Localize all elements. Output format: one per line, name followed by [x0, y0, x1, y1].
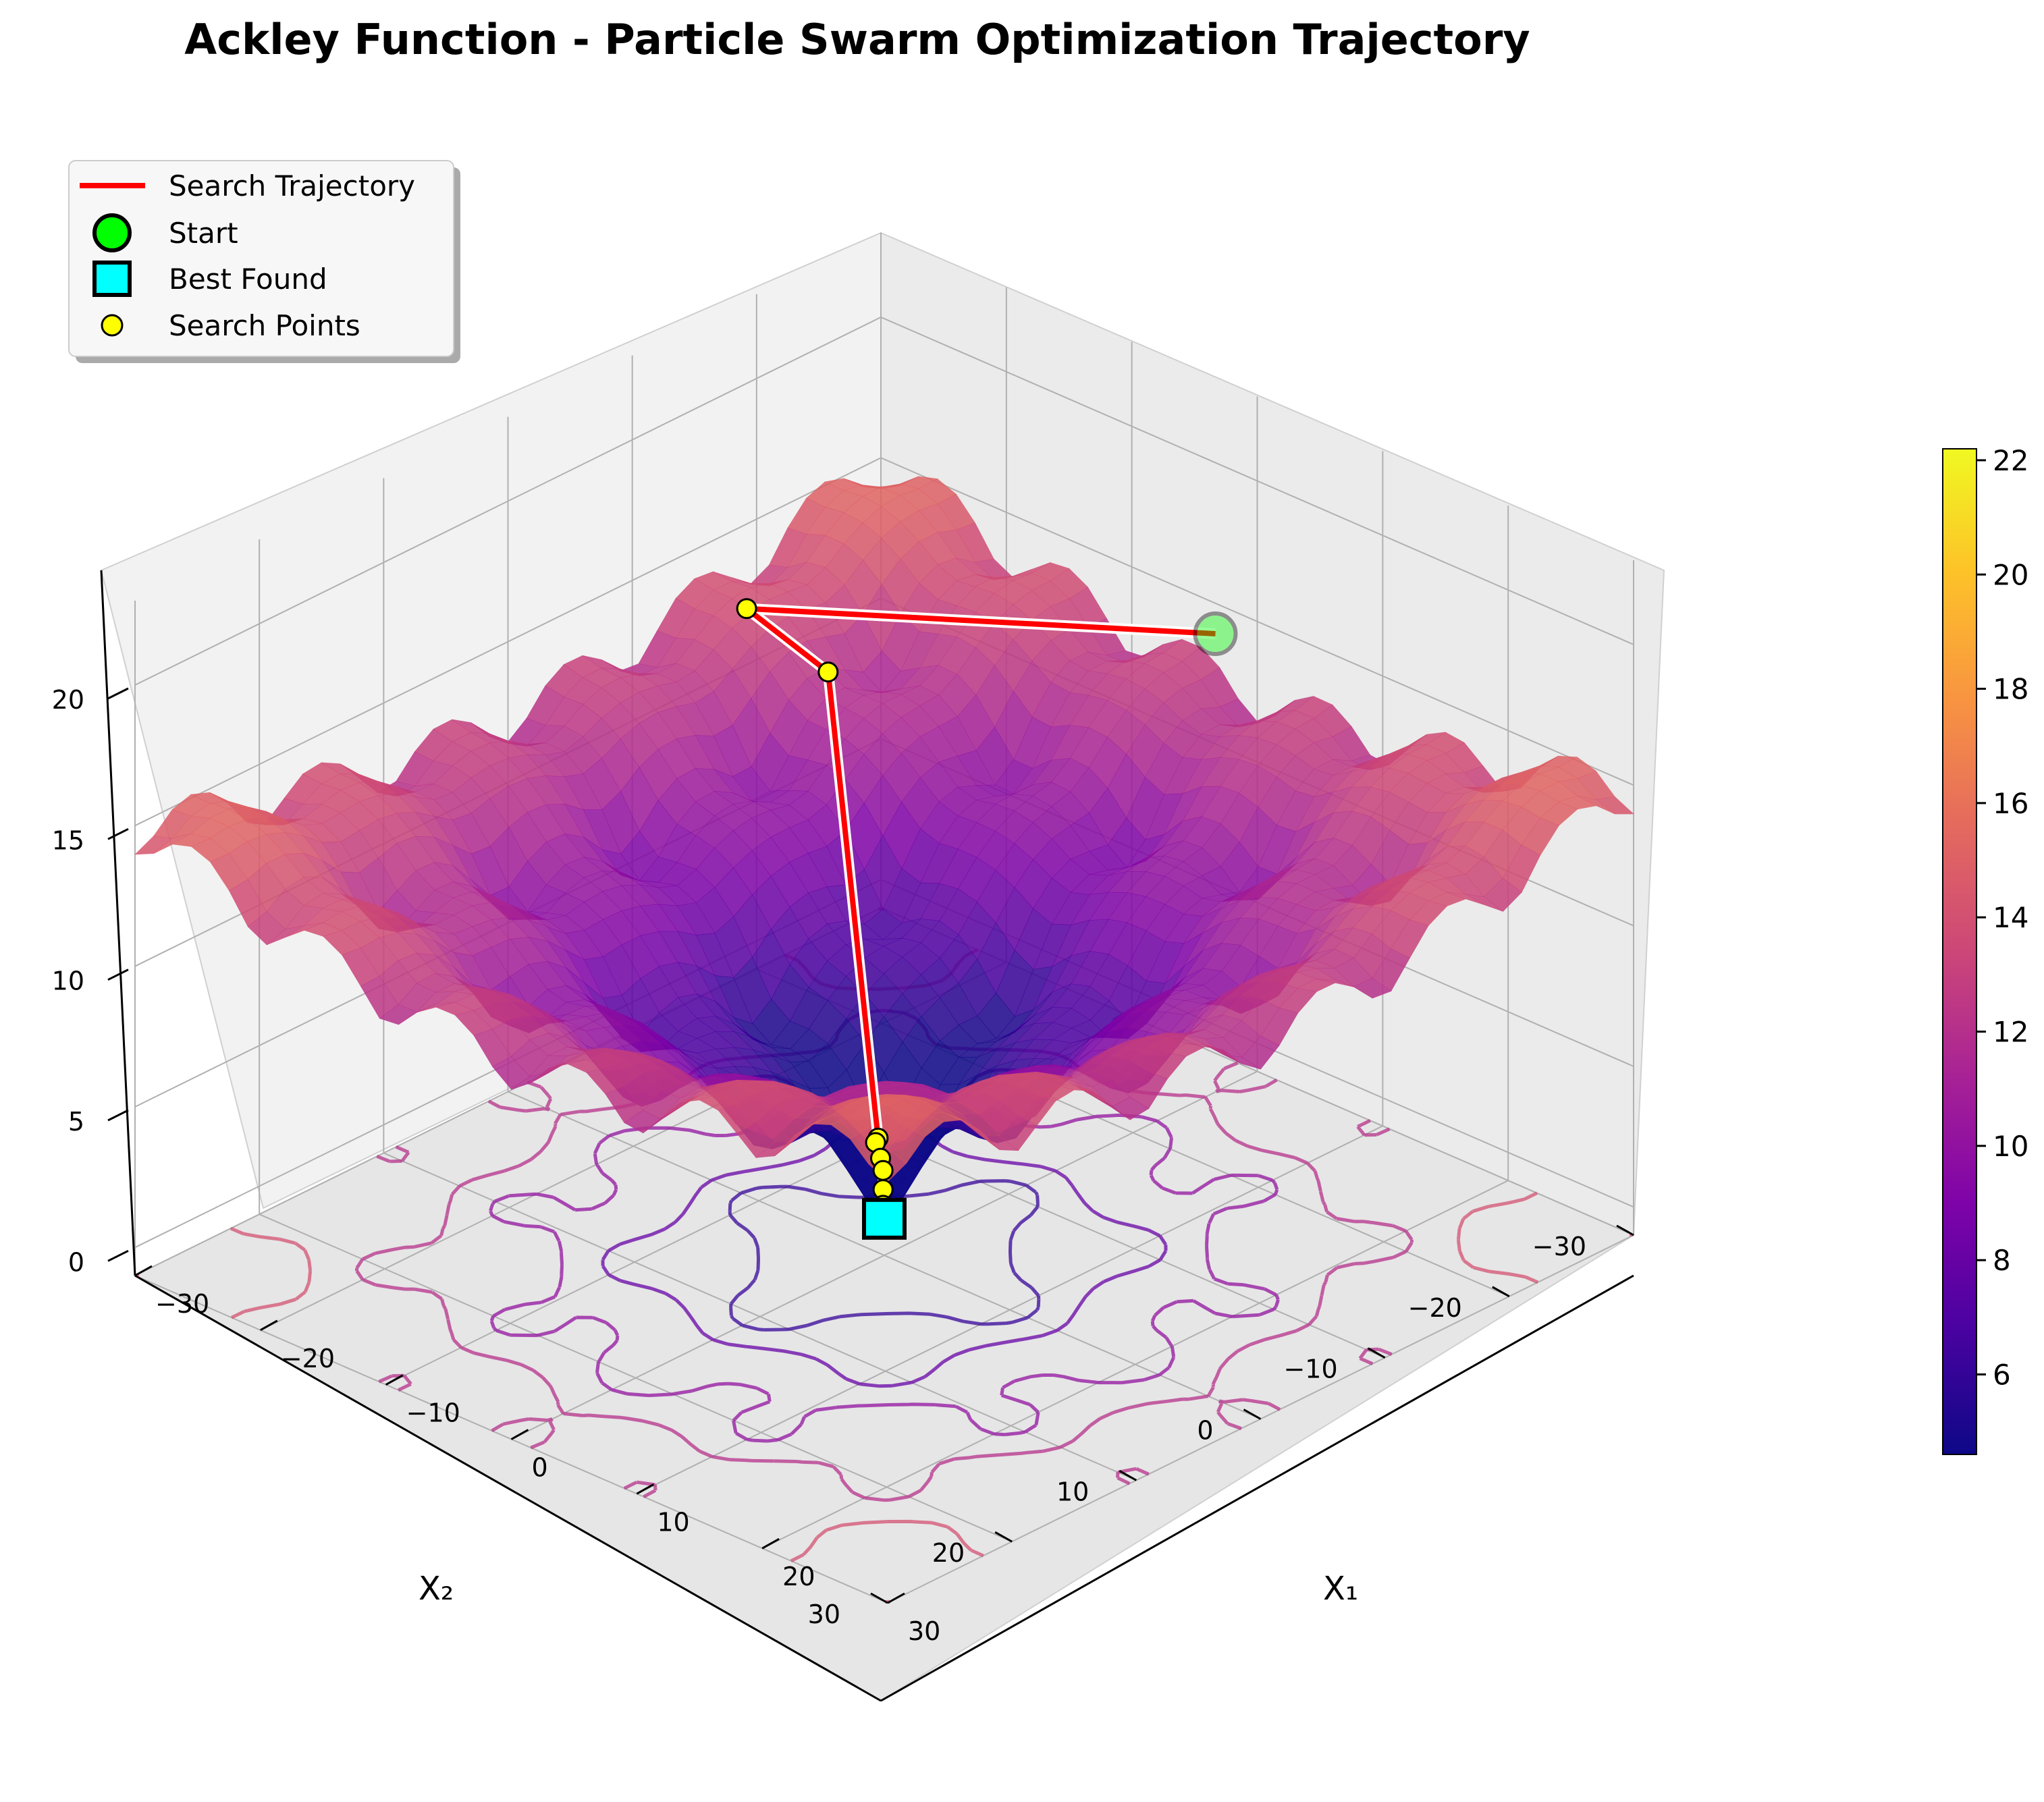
x1-tick-label: 20 [782, 1562, 815, 1591]
colorbar-ticks: 6 8 10 12 14 16 18 20 22 [1976, 444, 2028, 1391]
search-point [872, 1159, 894, 1181]
best-found-marker [862, 1197, 907, 1240]
x2-tick-label: 0 [1197, 1416, 1213, 1446]
z-tick-label: 20 [52, 685, 84, 715]
x2-tick [994, 1531, 1013, 1543]
x2-tick-label: −10 [1283, 1355, 1337, 1384]
legend-points-label: Search Points [169, 309, 360, 342]
legend-trajectory-label: Search Trajectory [169, 169, 415, 202]
colorbar-tick-label: 10 [1993, 1130, 2028, 1163]
x1-tick-label: −20 [281, 1344, 335, 1373]
x2-tick-label: 10 [1056, 1477, 1089, 1506]
x2-tick [1367, 1347, 1386, 1359]
x1-axis-line [880, 1274, 1634, 1702]
x2-tick [1119, 1470, 1137, 1481]
grid-line [134, 457, 1634, 827]
legend-start-label: Start [169, 217, 238, 250]
chart-title: Ackley Function - Particle Swarm Optimiz… [184, 15, 1530, 64]
x2-tick [870, 1592, 888, 1604]
colorbar-tick-label: 22 [1993, 444, 2028, 477]
x1-tick [887, 1592, 905, 1604]
start-marker [1193, 611, 1238, 657]
colorbar-tick-label: 6 [1993, 1358, 2011, 1391]
legend-best-swatch [92, 261, 132, 297]
search-point [736, 598, 757, 620]
x1-tick-label: 10 [657, 1507, 689, 1537]
x1-tick-label: −30 [155, 1289, 209, 1319]
grid-line [134, 316, 1634, 686]
x2-tick [1492, 1286, 1510, 1298]
z-tick-label: 5 [68, 1107, 84, 1137]
colorbar-tick-label: 18 [1993, 673, 2028, 706]
z-tick [107, 827, 129, 840]
legend-start-swatch [92, 213, 132, 252]
colorbar-tick-label: 16 [1993, 787, 2028, 820]
z-tick [107, 968, 129, 981]
z-tick [107, 1249, 129, 1262]
x1-tick-label: 0 [532, 1453, 548, 1483]
x1-tick-label: 30 [908, 1616, 940, 1646]
x1-tick [385, 1374, 404, 1386]
x2-tick [1243, 1409, 1262, 1420]
x1-tick [510, 1429, 529, 1440]
z-tick-label: 15 [52, 825, 84, 855]
x1-tick [260, 1319, 278, 1332]
x1-tick [134, 1265, 153, 1277]
search-trajectory [736, 598, 1238, 1240]
x1-tick [636, 1483, 655, 1495]
legend: Search Trajectory Start Best Found Searc… [68, 160, 460, 363]
z-tick-label: 10 [52, 966, 84, 996]
colorbar-tick-label: 14 [1993, 901, 2028, 934]
grid-line [259, 1213, 1013, 1543]
x2-axis-label: X₂ [419, 1570, 454, 1608]
z-tick [107, 1109, 129, 1122]
colorbar-tick-label: 20 [1993, 558, 2028, 591]
x2-axis-line [134, 1274, 882, 1702]
x2-tick-label: −20 [1408, 1293, 1462, 1323]
z-tick [107, 687, 129, 700]
search-point [817, 661, 839, 683]
x2-tick-label: −30 [1532, 1232, 1586, 1261]
contour-line [601, 1122, 1168, 1388]
colorbar-gradient [1942, 448, 1977, 1455]
z-axis-line [100, 570, 136, 1276]
colorbar-tick-label: 8 [1993, 1244, 2011, 1277]
legend-points-swatch [101, 314, 124, 337]
ackley-surface [134, 476, 1634, 1228]
legend-best-label: Best Found [169, 263, 327, 296]
x2-tick [1616, 1224, 1634, 1236]
colorbar-tick-label: 12 [1993, 1016, 2028, 1049]
x1-axis-label: X₁ [1323, 1570, 1358, 1608]
axes: X₂ X₁ −30 −30 −20 −20 −10 −10 0 0 10 10 20 20 30 30 0 5… [52, 570, 1634, 1702]
z-tick-label: 0 [68, 1247, 84, 1277]
legend-box [68, 160, 454, 357]
x2-tick-label: 20 [932, 1538, 965, 1568]
x2-tick-label: 30 [808, 1600, 840, 1629]
x1-tick [761, 1537, 780, 1550]
colorbar: 6 8 10 12 14 16 18 20 22 [1942, 444, 2028, 1455]
x1-tick-label: −10 [406, 1398, 460, 1428]
